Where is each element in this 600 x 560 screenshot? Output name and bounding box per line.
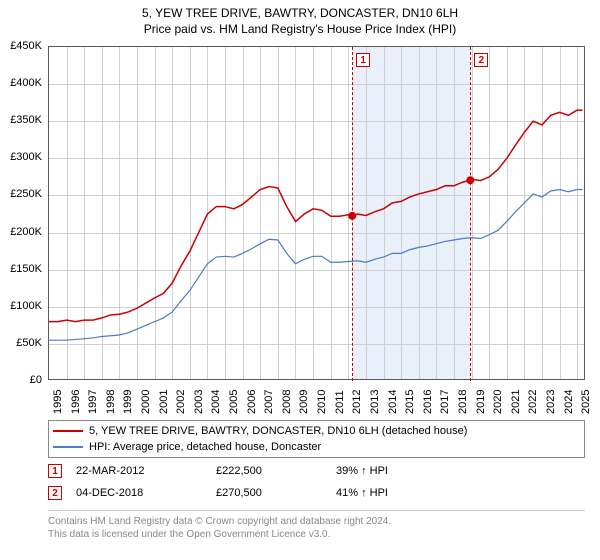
sale-marker-line [352, 47, 353, 381]
x-tick-label: 1995 [52, 390, 64, 414]
footer-line1: Contains HM Land Registry data © Crown c… [48, 515, 585, 528]
sale-marker-line [470, 47, 471, 381]
series-property [49, 110, 582, 322]
x-tick-label: 1998 [105, 390, 117, 414]
x-tick-label: 2022 [527, 390, 539, 414]
x-tick-label: 1999 [122, 390, 134, 414]
y-tick-label: £350K [0, 114, 46, 126]
legend-label: 5, YEW TREE DRIVE, BAWTRY, DONCASTER, DN… [89, 425, 467, 437]
y-tick-label: £300K [0, 151, 46, 163]
series-svg [49, 47, 586, 381]
chart-titles: 5, YEW TREE DRIVE, BAWTRY, DONCASTER, DN… [0, 0, 600, 36]
x-tick-label: 2017 [439, 390, 451, 414]
x-tick-label: 2010 [316, 390, 328, 414]
legend-label: HPI: Average price, detached house, Donc… [89, 441, 321, 453]
sales-table: 1 22-MAR-2012£222,50039% ↑ HPI 2 04-DEC-201… [48, 460, 585, 504]
x-tick-label: 2016 [422, 390, 434, 414]
x-tick-label: 2012 [351, 390, 363, 414]
y-tick-label: £50K [0, 337, 46, 349]
sales-row: 1 22-MAR-2012£222,50039% ↑ HPI [48, 460, 585, 482]
chart-container: 5, YEW TREE DRIVE, BAWTRY, DONCASTER, DN… [0, 0, 600, 560]
sales-date: 22-MAR-2012 [76, 465, 216, 477]
legend-swatch [53, 430, 83, 432]
sales-delta: 41% ↑ HPI [336, 487, 456, 499]
x-tick-label: 2000 [140, 390, 152, 414]
x-tick-label: 2023 [545, 390, 557, 414]
x-tick-label: 2018 [457, 390, 469, 414]
y-tick-label: £400K [0, 77, 46, 89]
sales-flag-box: 2 [48, 486, 62, 500]
sales-price: £270,500 [216, 487, 336, 499]
sales-date: 04-DEC-2018 [76, 487, 216, 499]
x-tick-label: 1997 [87, 390, 99, 414]
plot-area: 12 [48, 46, 585, 380]
sales-delta: 39% ↑ HPI [336, 465, 456, 477]
y-tick-label: £0 [0, 374, 46, 386]
x-tick-label: 2005 [228, 390, 240, 414]
x-tick-label: 2024 [563, 390, 575, 414]
x-tick-label: 2001 [158, 390, 170, 414]
legend-box: 5, YEW TREE DRIVE, BAWTRY, DONCASTER, DN… [48, 420, 585, 458]
sale-marker-flag: 1 [356, 53, 370, 67]
x-tick-label: 2003 [193, 390, 205, 414]
footer-attribution: Contains HM Land Registry data © Crown c… [48, 510, 585, 541]
x-tick-label: 2004 [210, 390, 222, 414]
sale-marker-flag: 2 [474, 53, 488, 67]
title-subtitle: Price paid vs. HM Land Registry's House … [0, 22, 600, 36]
x-tick-label: 2011 [334, 390, 346, 414]
x-tick-label: 2014 [387, 390, 399, 414]
title-address: 5, YEW TREE DRIVE, BAWTRY, DONCASTER, DN… [0, 6, 600, 20]
x-tick-label: 2015 [404, 390, 416, 414]
y-tick-label: £250K [0, 188, 46, 200]
footer-line2: This data is licensed under the Open Gov… [48, 528, 585, 541]
x-tick-label: 2009 [298, 390, 310, 414]
x-tick-label: 2002 [175, 390, 187, 414]
legend-row: HPI: Average price, detached house, Donc… [53, 439, 580, 455]
x-tick-label: 2008 [281, 390, 293, 414]
y-tick-label: £450K [0, 40, 46, 52]
x-tick-label: 2013 [369, 390, 381, 414]
series-hpi [49, 190, 582, 341]
x-tick-label: 2006 [246, 390, 258, 414]
x-tick-label: 2025 [580, 390, 592, 414]
sales-price: £222,500 [216, 465, 336, 477]
legend-row: 5, YEW TREE DRIVE, BAWTRY, DONCASTER, DN… [53, 423, 580, 439]
x-axis-labels: 1995 1996 1997 1998 1999 2000 2001 2002 2003 2004… [48, 380, 585, 416]
x-tick-label: 2021 [510, 390, 522, 414]
y-tick-label: £150K [0, 263, 46, 275]
x-tick-label: 2020 [492, 390, 504, 414]
y-tick-label: £200K [0, 226, 46, 238]
sales-flag-box: 1 [48, 464, 62, 478]
legend-swatch [53, 446, 83, 448]
sales-row: 2 04-DEC-2018£270,50041% ↑ HPI [48, 482, 585, 504]
x-tick-label: 2007 [263, 390, 275, 414]
y-tick-label: £100K [0, 300, 46, 312]
x-tick-label: 1996 [70, 390, 82, 414]
x-tick-label: 2019 [475, 390, 487, 414]
